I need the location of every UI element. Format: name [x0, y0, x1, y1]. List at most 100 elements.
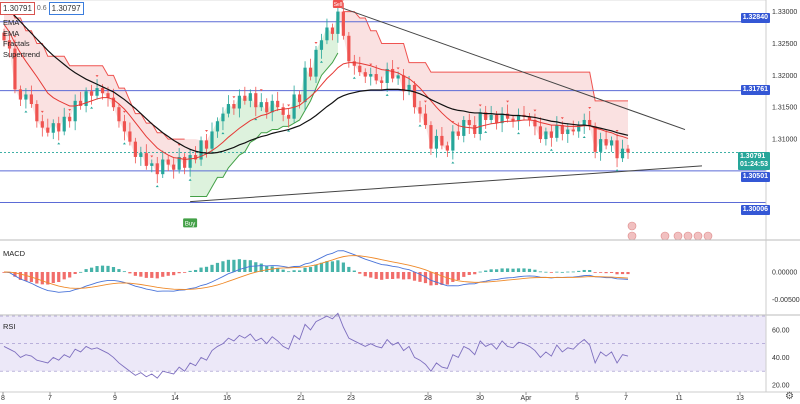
candle-body [527, 116, 532, 120]
macd-histogram-bar [626, 272, 630, 275]
macd-histogram-bar [352, 270, 356, 272]
candle-body [270, 100, 274, 113]
macd-histogram-bar [593, 272, 597, 273]
buy-price-button[interactable]: 1.30797 [48, 2, 84, 15]
candle-body [100, 88, 105, 94]
price-pane[interactable]: Buy Sell [0, 0, 766, 241]
rsi-tick-label: 60.00 [772, 327, 790, 334]
macd-histogram-bar [150, 272, 154, 278]
buy-signal-badge [183, 218, 198, 228]
candle-body [341, 11, 345, 36]
indicator-legend: EMA EMA Fractals Supertrend [3, 18, 40, 60]
macd-histogram-bar [325, 261, 329, 272]
candle-body [79, 100, 83, 106]
macd-histogram-bar [226, 259, 231, 272]
candle-body [478, 112, 482, 134]
fractal-down-marker [418, 124, 422, 127]
settings-gear-icon[interactable]: ⚙ [785, 391, 794, 402]
rsi-label[interactable]: RSI [3, 322, 16, 331]
macd-histogram-bar [429, 272, 433, 286]
candle-body [161, 159, 165, 175]
macd-histogram-bar [276, 267, 280, 272]
macd-histogram-bar [391, 272, 395, 279]
macd-histogram-bar [527, 268, 532, 272]
candle-body [495, 114, 499, 124]
legend-supertrend[interactable]: Supertrend [3, 49, 41, 59]
macd-histogram-bar [259, 263, 263, 272]
macd-histogram-bar [193, 269, 198, 272]
legend-ema-1[interactable]: EMA [3, 18, 20, 27]
supertrend-down-fill [4, 5, 628, 175]
candle-body [18, 89, 23, 100]
candle-body [150, 163, 154, 166]
fractal-up-marker [205, 130, 209, 132]
rsi-pane[interactable]: 60.00 40.00 20.00 [0, 312, 800, 390]
candle-body [560, 125, 564, 134]
price-tick-label: 1.31000 [772, 137, 797, 144]
date-tick-label: 23 [347, 395, 355, 402]
candle-body [604, 139, 608, 146]
macd-histogram-bar [254, 262, 258, 272]
candle-body [352, 61, 356, 66]
event-calendar-icon [703, 231, 713, 241]
macd-histogram-bar [281, 269, 285, 272]
macd-histogram-bar [18, 272, 23, 280]
candle-body [117, 107, 121, 122]
macd-histogram-bar [363, 272, 367, 277]
ema-slow-line [3, 4, 629, 154]
level-tag-4: 1.30006 [740, 205, 770, 215]
macd-histogram-bar [188, 270, 192, 272]
fractal-down-marker [352, 76, 356, 79]
macd-histogram-bar [555, 271, 559, 273]
price-tick-label: 1.32000 [772, 73, 797, 80]
legend-fractals[interactable]: Fractals [3, 39, 30, 48]
fractal-down-marker [57, 142, 61, 145]
legend-ema-2[interactable]: EMA [3, 28, 20, 38]
candle-body [281, 107, 285, 115]
macd-histogram-bar [609, 272, 614, 273]
macd-pane[interactable]: 0.00000 -0.00500 [0, 239, 800, 304]
price-tick-label: 1.33000 [772, 9, 797, 16]
date-tick-label: 28 [424, 395, 432, 402]
current-price-tag: 1.30791 01:24:53 [737, 152, 770, 170]
macd-histogram-bar [511, 268, 515, 272]
date-tick-label: 21 [297, 395, 305, 402]
rsi-tick-label: 40.00 [772, 355, 790, 362]
fractal-up-marker [342, 0, 344, 1]
date-tick-label: 7 [48, 395, 52, 402]
macd-label[interactable]: MACD [3, 249, 26, 258]
macd-histogram-bar [265, 265, 269, 272]
fractal-down-marker [582, 136, 586, 138]
candle-body [243, 95, 247, 101]
candle-body [199, 140, 203, 160]
candle-body [106, 93, 110, 98]
candle-body [401, 75, 406, 92]
macd-histogram-bar [287, 271, 291, 273]
date-tick-label: 30 [476, 395, 484, 402]
macd-histogram-bar [330, 261, 335, 272]
candle-body [445, 145, 449, 151]
macd-histogram-bar [73, 272, 77, 275]
macd-histogram-bar [341, 262, 345, 272]
candle-body [265, 102, 269, 113]
candle-body [2, 32, 6, 41]
date-tick-label: 7 [624, 395, 628, 402]
macd-tick-label: 0.00000 [772, 270, 797, 277]
candle-body [489, 114, 493, 120]
macd-histogram-bar [177, 272, 181, 274]
macd-histogram-bar [599, 272, 603, 273]
candle-body [51, 123, 55, 133]
event-calendar-icon [693, 231, 703, 241]
sell-price-button[interactable]: 1.30791 [0, 2, 35, 15]
candle-body [544, 131, 548, 140]
price-axis: 1.31000 1.31500 1.32000 1.32500 1.33000 [765, 0, 797, 392]
macd-histogram-bar [35, 272, 39, 284]
macd-histogram-bar [199, 267, 203, 272]
fractal-up-marker [506, 100, 510, 103]
candle-body [62, 116, 66, 132]
candle-body [456, 131, 460, 136]
macd-histogram-bar [172, 272, 176, 276]
macd-histogram-bar [84, 269, 88, 272]
macd-histogram-bar [68, 272, 72, 278]
